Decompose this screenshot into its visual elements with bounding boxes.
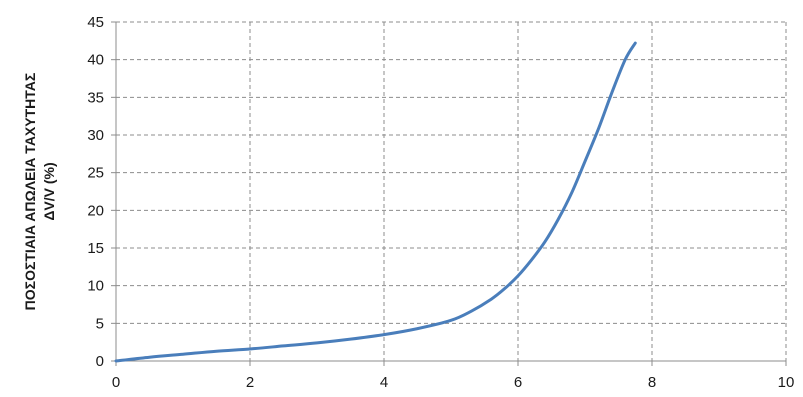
x-tick-labels: 0 2 4 6 8 10 <box>112 374 795 391</box>
x-tick-label: 2 <box>246 374 254 391</box>
y-axis-title: ΠΟΣΟΣΤΙΑΙΑ ΑΠΩΛΕΙΑ ΤΑΧΥΤΗΤΑΣ ΔV/V (%) <box>22 73 57 311</box>
y-tick-label: 25 <box>87 165 104 182</box>
y-axis-title-line-1: ΠΟΣΟΣΤΙΑΙΑ ΑΠΩΛΕΙΑ ΤΑΧΥΤΗΤΑΣ <box>22 73 38 311</box>
grid-lines <box>116 21 787 361</box>
y-tick-label: 0 <box>96 353 104 370</box>
y-tick-labels: 0 5 10 15 20 25 30 35 40 45 <box>87 14 104 370</box>
x-tick-label: 8 <box>648 374 656 391</box>
x-tick-label: 0 <box>112 374 120 391</box>
series-line-0 <box>114 41 637 363</box>
y-tick-label: 5 <box>96 315 104 332</box>
y-axis-title-line-2: ΔV/V (%) <box>41 162 57 220</box>
y-tick-label: 35 <box>87 89 104 106</box>
x-tick-label: 6 <box>514 374 522 391</box>
x-tick-label: 4 <box>380 374 388 391</box>
y-tick-label: 15 <box>87 240 104 257</box>
y-tick-label: 20 <box>87 202 104 219</box>
x-tick-label: 10 <box>778 374 795 391</box>
y-tick-label: 40 <box>87 52 104 69</box>
axes <box>111 21 787 366</box>
series-layer <box>114 41 637 363</box>
y-tick-label: 45 <box>87 14 104 31</box>
y-tick-label: 10 <box>87 278 104 295</box>
y-tick-label: 30 <box>87 127 104 144</box>
